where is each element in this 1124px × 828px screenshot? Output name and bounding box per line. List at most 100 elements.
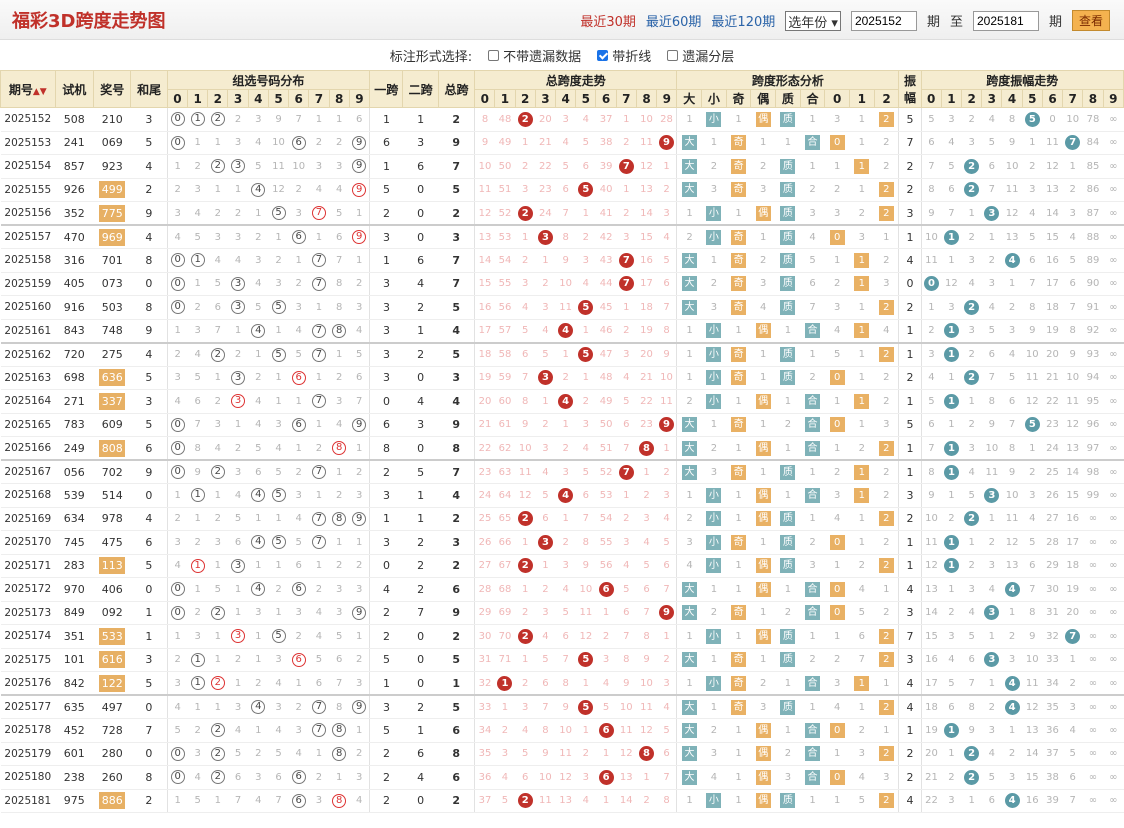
zuxuan-cell: 4: [248, 413, 269, 437]
option-with-line[interactable]: 带折线: [597, 46, 651, 65]
zuxuan-cell: 4: [248, 694, 269, 719]
zuxuan-cell: 2: [167, 341, 188, 367]
zhen-trend-cell: 2: [941, 507, 962, 531]
kuadu-trend-cell: 2: [515, 107, 536, 132]
erkua-cell: 5: [402, 459, 439, 484]
col-issue[interactable]: 期号▲▼: [0, 70, 56, 108]
kuadu-trend-cell: 28: [474, 577, 495, 602]
zuxuan-cell: 1: [227, 178, 249, 202]
zhen-trend-cell: 20: [1042, 341, 1063, 367]
checkbox-with-line[interactable]: [597, 49, 609, 61]
zuxuan-cell: 1: [288, 436, 309, 461]
zhen-trend-cell: 4: [981, 577, 1002, 602]
zhen-digit-header: 2: [961, 89, 983, 108]
form-cell: 4: [824, 507, 850, 531]
kuadu-trend-cell: 23: [636, 413, 657, 437]
zuxuan-cell: 9: [187, 459, 208, 484]
trial-cell: 241: [55, 131, 94, 155]
form-marker: 偶: [755, 793, 771, 809]
view-button[interactable]: 查看: [1071, 10, 1110, 31]
zhen-trend-cell: 5: [961, 483, 982, 508]
issue-cell: 2025178: [0, 718, 56, 743]
kuadu-trend-cell: 4: [656, 224, 678, 249]
zuxuan-cell: 1: [227, 413, 249, 437]
to-period-input[interactable]: [972, 10, 1039, 31]
zuxuan-hit-circle: 9: [352, 511, 367, 526]
table-row: 2025161 843 748 9 1 3 7 1 4 1 4 7 8 4 3 1 4 17 57 5 4 4 1 46 2 19…: [0, 319, 1124, 343]
form-cell: 1: [800, 694, 825, 719]
form-cell: 大: [676, 178, 702, 202]
zhen-trend-cell: 5: [981, 319, 1002, 343]
form-cell: 5: [800, 248, 825, 273]
kuadu-ball: 9: [659, 135, 675, 151]
zhen-trend-cell: 2: [1001, 624, 1023, 649]
form-marker: 质: [780, 111, 796, 127]
kuadu-trend-cell: 1: [515, 648, 536, 672]
zhen-trend-cell: 18: [921, 694, 942, 719]
from-period-input[interactable]: [850, 10, 917, 31]
zuxuan-cell: 1: [268, 366, 289, 390]
zuxuan-digit-header: 2: [207, 89, 229, 108]
zuxuan-cell: 6: [268, 765, 289, 790]
zuxuan-cell: 4: [268, 718, 289, 743]
form-marker: 小: [706, 558, 722, 574]
kuadu-ball: 4: [558, 487, 574, 503]
year-select[interactable]: 选年份 ▾: [785, 10, 841, 31]
range-120-link[interactable]: 最近120期: [711, 15, 776, 30]
zuxuan-cell: 6: [349, 366, 371, 390]
erkua-cell: 1: [402, 319, 439, 343]
zuxuan-hit-circle: 7: [311, 394, 326, 409]
zhen-trend-cell: 9: [1001, 131, 1023, 155]
zhen-trend-cell: 33: [1042, 648, 1063, 672]
zuxuan-cell: 7: [308, 201, 330, 226]
kuadu-trend-cell: 7: [616, 624, 637, 649]
range-30-link[interactable]: 最近30期: [580, 15, 636, 30]
zuxuan-cell: 1: [308, 413, 330, 437]
form-marker: 奇: [731, 158, 747, 174]
checkbox-no-omission[interactable]: [488, 49, 500, 61]
kuadu-ball: 2: [517, 628, 533, 644]
form-cell: 2: [874, 201, 900, 226]
zhen-trend-cell: ∞: [1103, 341, 1124, 367]
form-cell: 2: [874, 131, 900, 155]
zuxuan-cell: 6: [329, 224, 350, 249]
form-cell: 2: [824, 648, 850, 672]
form-marker: 质: [780, 252, 796, 268]
zuxuan-cell: 4: [187, 341, 208, 367]
form-cell: 1: [750, 131, 776, 155]
prize-cell: 701: [93, 248, 131, 273]
form-cell: 奇: [726, 413, 751, 437]
kuadu-trend-cell: 5: [575, 131, 596, 155]
kuadu-trend-cell: 37: [474, 789, 495, 813]
prize-number-highlight: 533: [99, 627, 126, 645]
zhen-trend-cell: ∞: [1103, 483, 1124, 508]
checkbox-layered[interactable]: [667, 49, 679, 61]
option-label: 标注形式选择:: [389, 49, 473, 65]
range-60-link[interactable]: 最近60期: [645, 15, 702, 30]
zhen-trend-cell: 12: [1001, 201, 1023, 226]
kuadu-ball: 5: [578, 299, 594, 315]
form-cell: 1: [726, 107, 751, 132]
zhen-trend-cell: ∞: [1103, 459, 1124, 484]
zhen-digit-header: 5: [1021, 89, 1043, 108]
form-marker: 偶: [755, 393, 771, 409]
kuadu-trend-cell: 1: [575, 671, 596, 696]
option-no-omission[interactable]: 不带遗漏数据: [488, 46, 581, 65]
zuxuan-cell: 3: [288, 718, 309, 743]
erkua-cell: 1: [402, 718, 439, 743]
zhen-trend-cell: 1: [981, 624, 1002, 649]
form-cell: 1: [750, 341, 776, 367]
zhen-trend-cell: 2: [1022, 459, 1043, 484]
zuxuan-hit-circle: 9: [352, 230, 367, 244]
kuadu-trend-cell: 8: [656, 319, 678, 343]
kuadu-trend-cell: 1: [575, 201, 596, 226]
form-cell: 2: [775, 742, 801, 766]
zuxuan-cell: 7: [268, 789, 289, 813]
form-marker: 小: [706, 393, 722, 409]
form-cell: 2: [849, 718, 875, 743]
zhen-trend-cell: 2: [961, 224, 982, 249]
form-cell: 1: [726, 718, 751, 743]
col-form: 跨度形态分析: [676, 70, 900, 90]
option-layered[interactable]: 遗漏分层: [667, 46, 734, 65]
trial-cell: 601: [55, 742, 94, 766]
